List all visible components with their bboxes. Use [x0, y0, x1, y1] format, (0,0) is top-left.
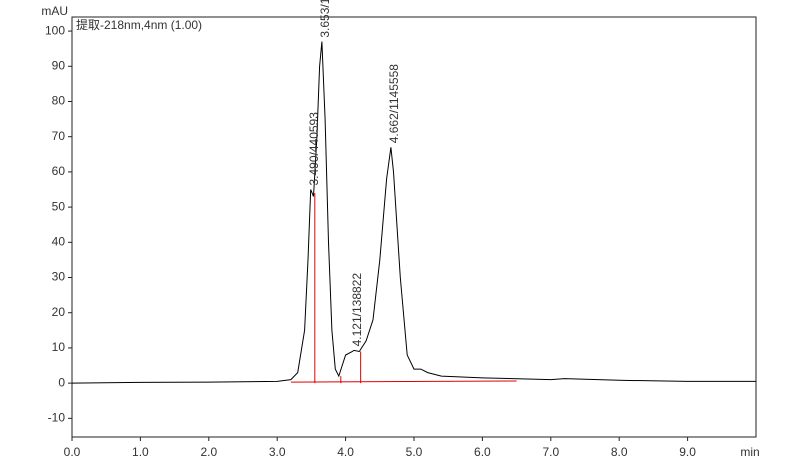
x-tick-label: 4.0	[337, 445, 354, 459]
y-tick-label: 30	[52, 270, 66, 284]
x-tick-label: 6.0	[474, 445, 491, 459]
y-tick-label: 60	[52, 164, 66, 178]
plot-frame	[71, 16, 757, 438]
trace	[71, 41, 756, 384]
x-tick-label: 9.0	[679, 445, 696, 459]
x-tick-label: 5.0	[406, 445, 423, 459]
y-tick-label: 70	[52, 129, 66, 143]
y-tick-label: 50	[52, 199, 66, 213]
y-tick-label: 100	[45, 23, 65, 37]
y-tick-label: 40	[52, 234, 66, 248]
y-axis-label: mAU	[41, 4, 68, 18]
y-tick-label: 80	[52, 94, 66, 108]
x-tick-label: 2.0	[200, 445, 217, 459]
peak-label: 4.121/138822	[350, 273, 364, 347]
peak-label: 3.653/1066887	[318, 0, 332, 38]
peak-label: 4.662/1145558	[387, 64, 401, 144]
y-tick-label: -10	[48, 411, 66, 425]
integration-baseline	[290, 380, 517, 383]
y-tick-label: 20	[52, 305, 66, 319]
x-axis-label: min	[740, 445, 759, 459]
y-tick-label: 10	[52, 340, 66, 354]
peak-label: 3.490/440593	[307, 112, 321, 186]
y-tick-label: 90	[52, 58, 66, 72]
x-tick-label: 7.0	[542, 445, 559, 459]
x-tick-label: 0.0	[64, 445, 81, 459]
y-tick-label: 0	[58, 375, 65, 389]
x-tick-label: 3.0	[269, 445, 286, 459]
x-tick-label: 1.0	[132, 445, 149, 459]
trace-label: 提取-218nm,4nm (1.00)	[76, 17, 202, 32]
x-tick-label: 8.0	[611, 445, 628, 459]
